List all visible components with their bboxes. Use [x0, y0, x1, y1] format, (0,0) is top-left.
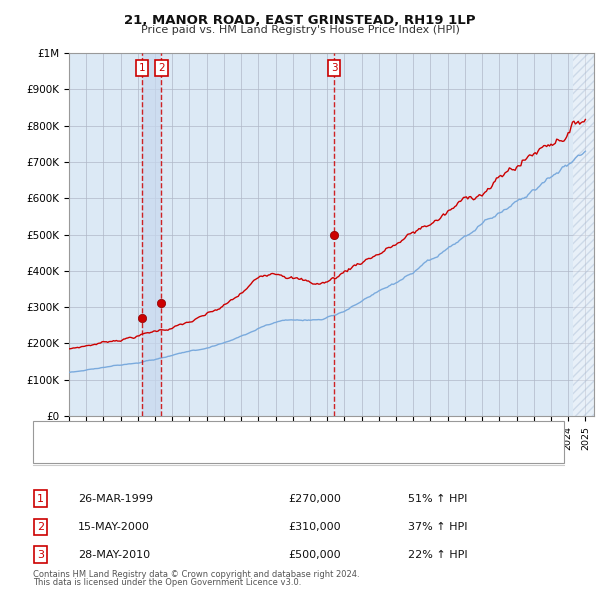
- Text: 51% ↑ HPI: 51% ↑ HPI: [408, 494, 467, 503]
- Text: £310,000: £310,000: [288, 522, 341, 532]
- Text: This data is licensed under the Open Government Licence v3.0.: This data is licensed under the Open Gov…: [33, 578, 301, 587]
- Text: Contains HM Land Registry data © Crown copyright and database right 2024.: Contains HM Land Registry data © Crown c…: [33, 570, 359, 579]
- Text: 26-MAR-1999: 26-MAR-1999: [78, 494, 153, 503]
- Text: 15-MAY-2000: 15-MAY-2000: [78, 522, 150, 532]
- Text: 21, MANOR ROAD, EAST GRINSTEAD, RH19 1LP: 21, MANOR ROAD, EAST GRINSTEAD, RH19 1LP: [124, 14, 476, 27]
- Text: £500,000: £500,000: [288, 550, 341, 559]
- Text: 2: 2: [158, 63, 165, 73]
- Text: 2: 2: [37, 522, 44, 532]
- Text: 1: 1: [139, 63, 145, 73]
- Text: 22% ↑ HPI: 22% ↑ HPI: [408, 550, 467, 559]
- Text: 28-MAY-2010: 28-MAY-2010: [78, 550, 150, 559]
- Text: 3: 3: [331, 63, 337, 73]
- Bar: [142, 53, 161, 416]
- Text: HPI: Average price, detached house, Mid Sussex: HPI: Average price, detached house, Mid …: [73, 448, 324, 457]
- Text: 1: 1: [37, 494, 44, 503]
- Text: 3: 3: [37, 550, 44, 559]
- Text: 21, MANOR ROAD, EAST GRINSTEAD, RH19 1LP (detached house): 21, MANOR ROAD, EAST GRINSTEAD, RH19 1LP…: [73, 428, 414, 438]
- Text: 37% ↑ HPI: 37% ↑ HPI: [408, 522, 467, 532]
- Text: £270,000: £270,000: [288, 494, 341, 503]
- Text: Price paid vs. HM Land Registry's House Price Index (HPI): Price paid vs. HM Land Registry's House …: [140, 25, 460, 35]
